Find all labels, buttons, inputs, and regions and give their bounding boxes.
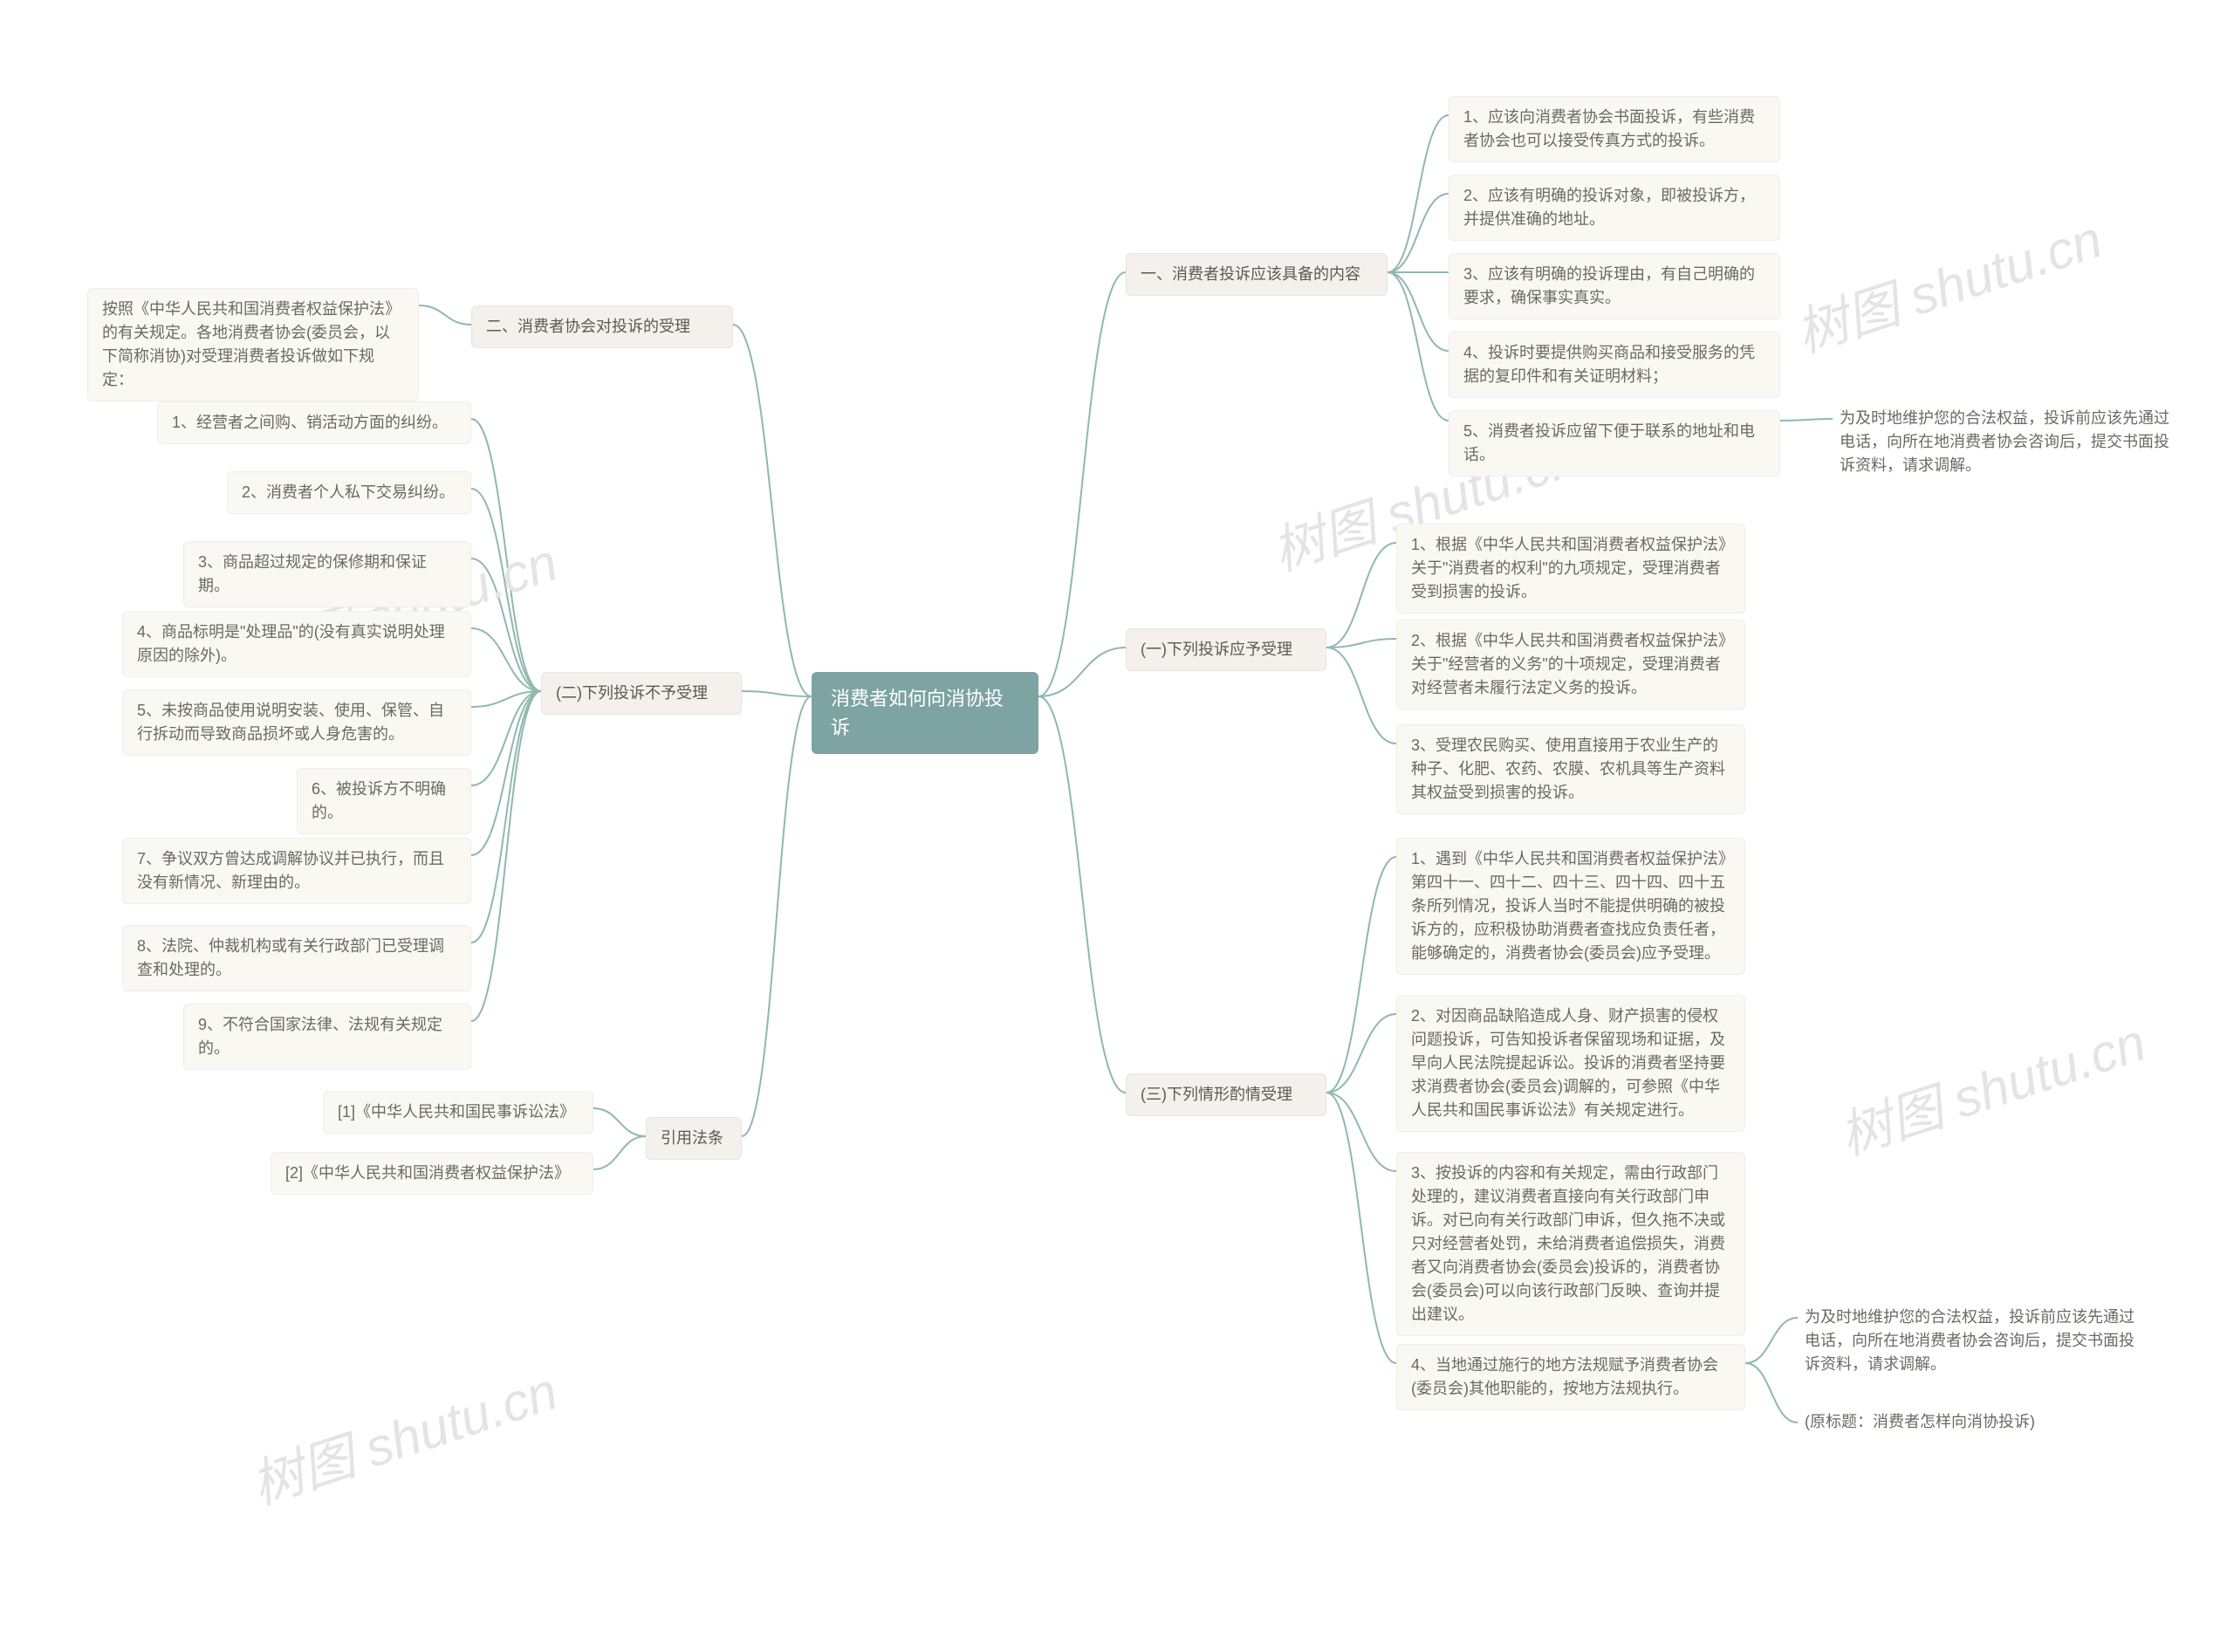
- node-r3c2: 2、对因商品缺陷造成人身、财产损害的侵权问题投诉，可告知投诉者保留现场和证据，及…: [1396, 995, 1745, 1132]
- node-label: 3、按投诉的内容和有关规定，需由行政部门处理的，建议消费者直接向有关行政部门申诉…: [1396, 1152, 1745, 1336]
- node-label: 1、应该向消费者协会书面投诉，有些消费者协会也可以接受传真方式的投诉。: [1449, 96, 1780, 162]
- node-r1: 一、消费者投诉应该具备的内容: [1126, 253, 1388, 296]
- node-l2c5: 5、未按商品使用说明安装、使用、保管、自行拆动而导致商品损坏或人身危害的。: [122, 689, 471, 756]
- node-label: 2、根据《中华人民共和国消费者权益保护法》关于"经营者的义务"的十项规定，受理消…: [1396, 620, 1745, 709]
- watermark: 树图 shutu.cn: [240, 1349, 565, 1519]
- node-l3c1: [1]《中华人民共和国民事诉讼法》: [323, 1091, 593, 1134]
- node-label: 4、商品标明是"处理品"的(没有真实说明处理原因的除外)。: [122, 611, 471, 677]
- node-r1c3: 3、应该有明确的投诉理由，有自己明确的要求，确保事实真实。: [1449, 253, 1780, 319]
- watermark: 树图 shutu.cn: [1828, 1000, 2154, 1170]
- node-l2c8: 8、法院、仲裁机构或有关行政部门已受理调查和处理的。: [122, 925, 471, 991]
- node-r3c3: 3、按投诉的内容和有关规定，需由行政部门处理的，建议消费者直接向有关行政部门申诉…: [1396, 1152, 1745, 1336]
- node-l1c1: 按照《中华人民共和国消费者权益保护法》的有关规定。各地消费者协会(委员会，以下简…: [87, 288, 419, 401]
- node-r3c4: 4、当地通过施行的地方法规赋予消费者协会(委员会)其他职能的，按地方法规执行。: [1396, 1344, 1745, 1410]
- node-label: 3、受理农民购买、使用直接用于农业生产的种子、化肥、农药、农膜、农机具等生产资料…: [1396, 724, 1745, 814]
- node-l3c2: [2]《中华人民共和国消费者权益保护法》: [271, 1152, 593, 1195]
- node-root: 消费者如何向消协投诉: [812, 672, 1038, 754]
- node-r1c5: 5、消费者投诉应留下便于联系的地址和电话。: [1449, 410, 1780, 476]
- node-label: 9、不符合国家法律、法规有关规定的。: [183, 1004, 471, 1070]
- node-l2c6: 6、被投诉方不明确的。: [297, 768, 471, 834]
- node-label: 一、消费者投诉应该具备的内容: [1126, 253, 1388, 296]
- node-label: 2、消费者个人私下交易纠纷。: [227, 471, 471, 514]
- node-r2c2: 2、根据《中华人民共和国消费者权益保护法》关于"经营者的义务"的十项规定，受理消…: [1396, 620, 1745, 709]
- node-label: 7、争议双方曾达成调解协议并已执行，而且没有新情况、新理由的。: [122, 838, 471, 904]
- node-label: 为及时地维护您的合法权益，投诉前应该先通过电话，向所在地消费者协会咨询后，提交书…: [1833, 401, 2182, 483]
- node-label: 5、未按商品使用说明安装、使用、保管、自行拆动而导致商品损坏或人身危害的。: [122, 689, 471, 756]
- node-l2c7: 7、争议双方曾达成调解协议并已执行，而且没有新情况、新理由的。: [122, 838, 471, 904]
- node-label: 消费者如何向消协投诉: [812, 672, 1038, 754]
- node-r1c4: 4、投诉时要提供购买商品和接受服务的凭据的复印件和有关证明材料；: [1449, 332, 1780, 398]
- node-label: 1、根据《中华人民共和国消费者权益保护法》关于"消费者的权利"的九项规定，受理消…: [1396, 524, 1745, 614]
- node-label: 引用法条: [646, 1117, 742, 1160]
- node-label: 2、应该有明确的投诉对象，即被投诉方，并提供准确的地址。: [1449, 175, 1780, 241]
- node-label: (一)下列投诉应予受理: [1126, 628, 1326, 671]
- node-r3c4b: (原标题：消费者怎样向消协投诉): [1798, 1405, 2155, 1439]
- node-r3c1: 1、遇到《中华人民共和国消费者权益保护法》第四十一、四十二、四十三、四十四、四十…: [1396, 838, 1745, 975]
- node-label: (原标题：消费者怎样向消协投诉): [1798, 1405, 2155, 1439]
- node-r1c5a: 为及时地维护您的合法权益，投诉前应该先通过电话，向所在地消费者协会咨询后，提交书…: [1833, 401, 2182, 483]
- node-l2c2: 2、消费者个人私下交易纠纷。: [227, 471, 471, 514]
- node-l3: 引用法条: [646, 1117, 742, 1160]
- node-label: 按照《中华人民共和国消费者权益保护法》的有关规定。各地消费者协会(委员会，以下简…: [87, 288, 419, 401]
- node-label: 4、投诉时要提供购买商品和接受服务的凭据的复印件和有关证明材料；: [1449, 332, 1780, 398]
- node-r1c2: 2、应该有明确的投诉对象，即被投诉方，并提供准确的地址。: [1449, 175, 1780, 241]
- node-r2c3: 3、受理农民购买、使用直接用于农业生产的种子、化肥、农药、农膜、农机具等生产资料…: [1396, 724, 1745, 814]
- node-label: 为及时地维护您的合法权益，投诉前应该先通过电话，向所在地消费者协会咨询后，提交书…: [1798, 1300, 2155, 1381]
- node-r3c4a: 为及时地维护您的合法权益，投诉前应该先通过电话，向所在地消费者协会咨询后，提交书…: [1798, 1300, 2155, 1381]
- node-label: 二、消费者协会对投诉的受理: [471, 305, 733, 348]
- node-l2: (二)下列投诉不予受理: [541, 672, 742, 715]
- node-label: (二)下列投诉不予受理: [541, 672, 742, 715]
- node-label: 4、当地通过施行的地方法规赋予消费者协会(委员会)其他职能的，按地方法规执行。: [1396, 1344, 1745, 1410]
- node-label: 3、应该有明确的投诉理由，有自己明确的要求，确保事实真实。: [1449, 253, 1780, 319]
- node-label: 1、遇到《中华人民共和国消费者权益保护法》第四十一、四十二、四十三、四十四、四十…: [1396, 838, 1745, 975]
- node-r3: (三)下列情形酌情受理: [1126, 1073, 1326, 1116]
- node-l2c3: 3、商品超过规定的保修期和保证期。: [183, 541, 471, 607]
- node-label: (三)下列情形酌情受理: [1126, 1073, 1326, 1116]
- node-r2: (一)下列投诉应予受理: [1126, 628, 1326, 671]
- node-l2c1: 1、经营者之间购、销活动方面的纠纷。: [157, 401, 471, 444]
- node-l2c9: 9、不符合国家法律、法规有关规定的。: [183, 1004, 471, 1070]
- node-label: 8、法院、仲裁机构或有关行政部门已受理调查和处理的。: [122, 925, 471, 991]
- node-r1c1: 1、应该向消费者协会书面投诉，有些消费者协会也可以接受传真方式的投诉。: [1449, 96, 1780, 162]
- mindmap-canvas: 树图 shutu.cn树图 shutu.cn树图 shutu.cn树图 shut…: [0, 0, 2234, 1652]
- node-label: [1]《中华人民共和国民事诉讼法》: [323, 1091, 593, 1134]
- node-label: 2、对因商品缺陷造成人身、财产损害的侵权问题投诉，可告知投诉者保留现场和证据，及…: [1396, 995, 1745, 1132]
- node-label: [2]《中华人民共和国消费者权益保护法》: [271, 1152, 593, 1195]
- node-label: 6、被投诉方不明确的。: [297, 768, 471, 834]
- node-label: 3、商品超过规定的保修期和保证期。: [183, 541, 471, 607]
- node-label: 1、经营者之间购、销活动方面的纠纷。: [157, 401, 471, 444]
- node-l2c4: 4、商品标明是"处理品"的(没有真实说明处理原因的除外)。: [122, 611, 471, 677]
- node-r2c1: 1、根据《中华人民共和国消费者权益保护法》关于"消费者的权利"的九项规定，受理消…: [1396, 524, 1745, 614]
- node-label: 5、消费者投诉应留下便于联系的地址和电话。: [1449, 410, 1780, 476]
- node-l1: 二、消费者协会对投诉的受理: [471, 305, 733, 348]
- watermark: 树图 shutu.cn: [1785, 197, 2110, 367]
